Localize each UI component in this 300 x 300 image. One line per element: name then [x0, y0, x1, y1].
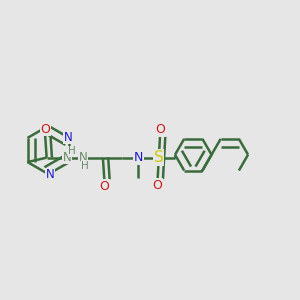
- Text: H: H: [68, 146, 76, 156]
- Text: O: O: [99, 180, 109, 193]
- Text: N: N: [63, 151, 72, 164]
- Text: H: H: [81, 161, 89, 171]
- Text: O: O: [40, 123, 50, 136]
- Text: O: O: [155, 124, 165, 136]
- Text: N: N: [64, 131, 72, 144]
- Text: O: O: [153, 179, 163, 192]
- Text: N: N: [134, 151, 143, 164]
- Text: N: N: [46, 168, 54, 181]
- Text: N: N: [79, 151, 88, 164]
- Text: S: S: [154, 150, 164, 165]
